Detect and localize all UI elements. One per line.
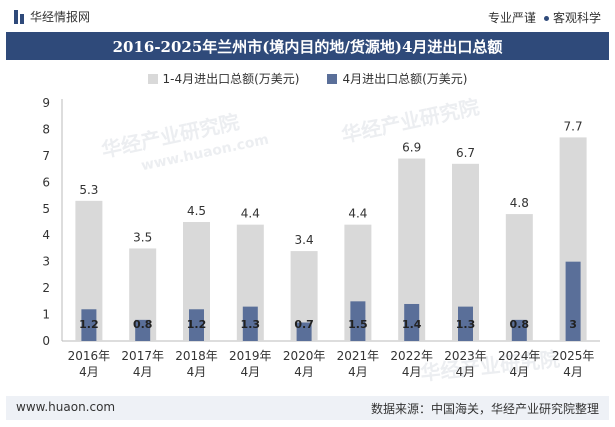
data-label-series1: 3.5	[133, 230, 152, 244]
bar-series2	[511, 319, 527, 341]
data-label-series1: 7.7	[564, 119, 583, 133]
bar-series2	[135, 319, 151, 341]
bar-series2	[350, 301, 366, 341]
legend-label-series2: 4月进出口总额(万美元)	[342, 72, 468, 86]
x-tick-label: 4月	[402, 365, 422, 379]
data-label-series2: 1.5	[348, 318, 368, 331]
bar-series2	[189, 309, 204, 341]
y-tick-label: 9	[42, 96, 50, 110]
x-tick-label: 4月	[187, 365, 207, 379]
data-label-series2: 1.3	[456, 318, 476, 331]
data-label-series1: 4.4	[241, 207, 260, 221]
y-tick-label: 1	[42, 308, 50, 322]
data-label-series2: 1.2	[187, 318, 207, 331]
x-tick-label: 4月	[348, 365, 368, 379]
x-tick-label: 2024年	[498, 349, 541, 363]
data-label-series1: 4.4	[348, 207, 367, 221]
bar-series2	[296, 322, 312, 341]
data-label-series2: 1.2	[79, 318, 99, 331]
data-label-series1: 4.5	[187, 204, 206, 218]
data-label-series2: 1.3	[241, 318, 261, 331]
logo-icon	[14, 9, 24, 24]
y-tick-label: 5	[42, 202, 50, 216]
badge-professional: 专业严谨	[487, 11, 536, 25]
bar-series2	[458, 306, 473, 341]
data-label-series2: 3	[569, 318, 577, 331]
data-label-series1: 5.3	[79, 183, 98, 197]
x-tick-label: 2022年	[390, 349, 433, 363]
y-tick-label: 3	[42, 255, 50, 269]
footer: www.huaon.com 数据来源：中国海关，华经产业研究院整理	[6, 396, 609, 420]
bullet-icon	[543, 16, 549, 21]
chart-legend: 1-4月进出口总额(万美元) 4月进出口总额(万美元)	[0, 70, 615, 87]
header-badges: 专业严谨 客观科学	[488, 9, 601, 26]
bar-series2	[242, 306, 258, 341]
data-label-series2: 0.8	[510, 318, 530, 331]
footer-website[interactable]: www.huaon.com	[16, 400, 116, 414]
x-tick-label: 4月	[240, 365, 260, 379]
x-tick-label: 4月	[563, 365, 583, 379]
y-tick-label: 4	[42, 228, 50, 242]
x-tick-label: 4月	[294, 365, 314, 379]
x-tick-label: 2016年	[68, 349, 111, 363]
x-tick-label: 2019年	[229, 349, 272, 363]
y-tick-label: 7	[42, 149, 50, 163]
x-tick-label: 2025年	[552, 349, 595, 363]
chart-title: 2016-2025年兰州市(境内目的地/货源地)4月进出口总额	[6, 32, 609, 60]
data-label-series2: 0.7	[294, 318, 314, 331]
data-label-series1: 6.9	[402, 141, 421, 155]
x-tick-label: 4月	[509, 365, 529, 379]
data-label-series1: 3.4	[295, 233, 314, 247]
legend-label-series1: 1-4月进出口总额(万美元)	[162, 72, 300, 86]
y-tick-label: 0	[42, 334, 50, 348]
badge-objective: 客观科学	[543, 9, 601, 26]
logo-text: 华经情报网	[30, 10, 91, 24]
legend-swatch-series2	[327, 73, 338, 84]
y-tick-label: 6	[42, 175, 50, 189]
logo: 华经情报网	[14, 8, 90, 25]
x-tick-label: 4月	[456, 365, 476, 379]
y-tick-label: 8	[42, 122, 50, 136]
bar-series2	[404, 303, 420, 341]
data-label-series1: 4.8	[510, 196, 529, 210]
data-label-series2: 0.8	[133, 318, 153, 331]
footer-source: 数据来源：中国海关，华经产业研究院整理	[370, 402, 599, 416]
y-tick-label: 2	[42, 281, 50, 295]
bar-series2	[81, 309, 97, 341]
x-tick-label: 4月	[79, 365, 99, 379]
data-label-series1: 6.7	[456, 146, 475, 160]
data-label-series2: 1.4	[402, 318, 422, 331]
legend-swatch-series1	[147, 73, 158, 84]
x-tick-label: 2023年	[444, 349, 487, 363]
badge-objective-label: 客观科学	[552, 11, 601, 25]
legend-item-series2: 4月进出口总额(万美元)	[327, 70, 467, 87]
x-tick-label: 2020年	[283, 349, 326, 363]
bar-series2	[565, 261, 581, 341]
x-tick-label: 4月	[133, 365, 153, 379]
top-bar: 华经情报网 专业严谨 客观科学	[0, 0, 615, 32]
legend-item-series1: 1-4月进出口总额(万美元)	[147, 70, 300, 87]
x-tick-label: 2021年	[337, 349, 380, 363]
x-tick-label: 2018年	[175, 349, 218, 363]
x-tick-label: 2017年	[121, 349, 164, 363]
